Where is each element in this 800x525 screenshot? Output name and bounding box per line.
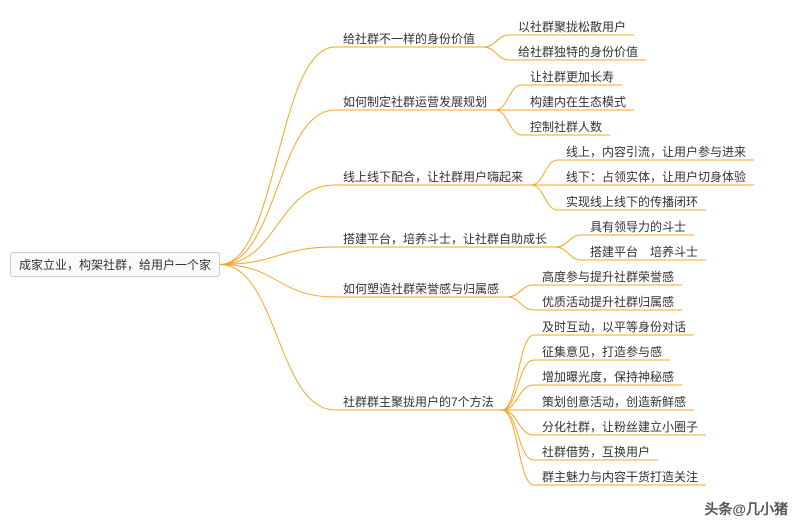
branch-node: 社群群主聚拢用户的7个方法 [335, 390, 502, 413]
branch-node: 给社群不一样的身份价值 [335, 27, 483, 50]
leaf-node: 以社群聚拢松散用户 [510, 15, 634, 38]
branch-node: 搭建平台，培养斗士，让社群自助成长 [335, 227, 555, 250]
leaf-node: 构建内在生态模式 [522, 90, 634, 113]
leaf-node: 增加曝光度，保持神秘感 [534, 365, 682, 388]
leaf-node: 征集意见，打造参与感 [534, 340, 670, 363]
leaf-node: 让社群更加长寿 [522, 65, 622, 88]
leaf-node: 具有领导力的斗士 [582, 215, 694, 238]
leaf-node: 搭建平台 培养斗士 [582, 240, 706, 263]
leaf-node: 给社群独特的身份价值 [510, 40, 646, 63]
leaf-node: 群主魅力与内容干货打造关注 [534, 465, 706, 488]
leaf-node: 分化社群，让粉丝建立小圈子 [534, 415, 706, 438]
leaf-node: 高度参与提升社群荣誉感 [534, 265, 682, 288]
leaf-node: 优质活动提升社群归属感 [534, 290, 682, 313]
leaf-node: 线下：占领实体，让用户切身体验 [558, 165, 754, 188]
watermark: 头条@几小猪 [704, 499, 788, 519]
leaf-node: 实现线上线下的传播闭环 [558, 190, 706, 213]
leaf-node: 及时互动，以平等身份对话 [534, 315, 694, 338]
leaf-node: 社群借势，互换用户 [534, 440, 658, 463]
leaf-node: 控制社群人数 [522, 115, 610, 138]
root-node: 成家立业，构架社群，给用户一个家 [10, 252, 220, 277]
leaf-node: 策划创意活动，创造新鲜感 [534, 390, 694, 413]
branch-node: 线上线下配合，让社群用户嗨起来 [335, 165, 531, 188]
branch-node: 如何塑造社群荣誉感与归属感 [335, 277, 507, 300]
branch-node: 如何制定社群运营发展规划 [335, 90, 495, 113]
leaf-node: 线上，内容引流，让用户参与进来 [558, 140, 754, 163]
